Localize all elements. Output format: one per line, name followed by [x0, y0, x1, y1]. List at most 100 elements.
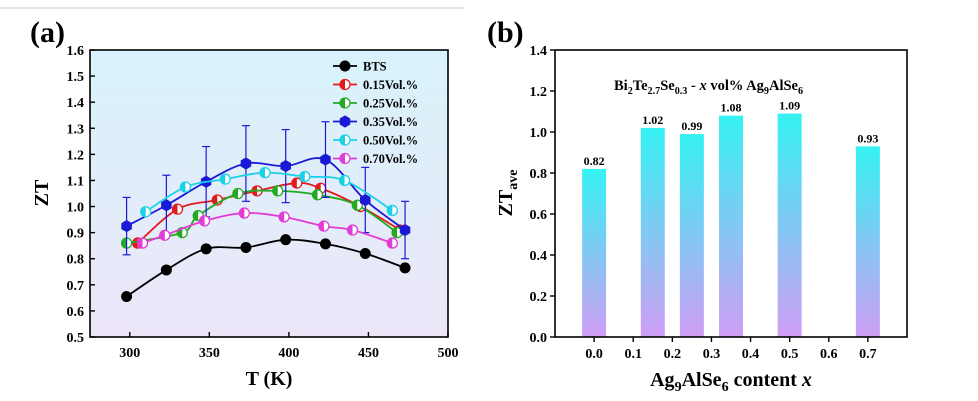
bar	[582, 168, 607, 337]
bar-value-label: 1.02	[642, 113, 663, 127]
chart-a-xtick-label: 350	[199, 346, 220, 361]
chart-a-ytick-label: 0.5	[67, 331, 85, 346]
chart-a-ytick-label: 0.8	[67, 253, 85, 268]
chart-a-ytick-label: 1.4	[67, 96, 85, 111]
chart-b-ytick-label: 1.0	[530, 126, 548, 141]
data-point-0-70vol	[136, 237, 149, 249]
data-point-bts	[280, 234, 292, 246]
chart-b-xtick-label: 0.3	[703, 347, 721, 362]
chart-b-xlabel: Ag9AlSe6 content x	[650, 369, 812, 395]
data-point-0-50vol	[140, 206, 152, 218]
data-point-0-25vol	[232, 187, 244, 200]
chart-a-ytick-label: 0.6	[67, 305, 85, 320]
legend-item-0-35vol: 0.35Vol.%	[333, 115, 418, 129]
chart-b-xtick-label: 0.7	[859, 347, 877, 362]
bar	[679, 134, 704, 337]
panel-label-a: (a)	[30, 16, 65, 49]
chart-a-plot-background	[90, 50, 448, 337]
legend-item-bts: BTS	[333, 60, 387, 74]
bar	[777, 113, 802, 337]
chart-b-xtick-label: 0.2	[664, 347, 682, 362]
panel-label-b: (b)	[487, 16, 524, 49]
data-point-bts	[121, 291, 133, 303]
series-0-35vol	[121, 121, 411, 260]
data-point-0-50vol	[299, 170, 311, 183]
data-point-0-50vol	[386, 204, 398, 217]
legend-item-0-25vol: 0.25Vol.%	[333, 97, 418, 111]
chart-b-ytick-label: 0.0	[530, 331, 548, 346]
data-point-bts	[240, 242, 252, 254]
chart-a-ytick-label: 1.5	[67, 70, 85, 85]
data-point-0-35vol	[360, 193, 371, 207]
chart-b-ytick-label: 0.8	[530, 167, 548, 182]
chart-b-xtick-label: 0.0	[585, 347, 603, 362]
chart-a-xtick-label: 300	[119, 346, 140, 361]
chart-a-xtick-label: 400	[278, 346, 299, 361]
legend-marker-0-35vol	[339, 115, 351, 128]
data-point-0-35vol	[320, 153, 331, 166]
legend-label: 0.50Vol.%	[363, 134, 418, 148]
chart-b-xtick-label: 0.6	[820, 347, 838, 362]
chart-a-ytick-label: 0.9	[67, 227, 85, 242]
data-point-0-50vol	[338, 174, 351, 187]
bar	[719, 115, 743, 337]
legend-marker-bts	[339, 60, 351, 72]
bar-value-label: 0.93	[857, 131, 878, 145]
data-point-0-70vol	[198, 215, 211, 227]
chart-a-ytick-label: 1.0	[67, 201, 85, 216]
data-point-0-35vol	[161, 199, 172, 212]
chart-a-ylabel: ZT	[31, 179, 53, 206]
data-point-0-15vol	[171, 203, 184, 215]
chart-b-xtick-label: 0.1	[624, 347, 642, 362]
chart-b-ytick-label: 1.4	[530, 44, 548, 59]
bar-value-label: 0.99	[681, 119, 702, 133]
bar-value-label: 1.08	[721, 101, 742, 115]
chart-b: 0.82 1.02 0.99 1.08 1.09 0.93 0.0 0.1 0.2 0.3 0.4…	[495, 44, 908, 395]
data-point-0-70vol	[278, 211, 290, 223]
legend-marker-0-25vol	[339, 97, 351, 109]
chart-a-ytick-label: 1.1	[67, 174, 85, 189]
chart-a-xtick-label: 450	[358, 346, 379, 361]
chart-b-ytick-label: 0.2	[530, 290, 548, 305]
legend-item-0-15vol: 0.15Vol.%	[333, 78, 418, 92]
data-point-0-25vol	[351, 199, 363, 211]
chart-b-xtick-label: 0.5	[781, 347, 799, 362]
data-point-0-70vol	[318, 220, 330, 232]
data-point-0-35vol	[280, 160, 291, 173]
data-point-bts	[319, 238, 331, 250]
chart-a-ytick-label: 1.3	[67, 122, 85, 137]
data-point-0-70vol	[159, 229, 171, 241]
chart-a-legend: BTS 0.15Vol.% 0.25Vol.% 0.35Vol.% 0.50Vol.% 0…	[333, 60, 418, 166]
legend-marker-0-15vol	[339, 78, 351, 91]
legend-label: 0.35Vol.%	[363, 115, 418, 129]
chart-a-xlabel: T (K)	[246, 368, 293, 390]
legend-label: BTS	[363, 60, 387, 74]
legend-marker-0-70vol	[339, 152, 351, 165]
chart-b-annotation: Bi2Te2.7Se0.3 - x vol% Ag9AlSe6	[614, 78, 803, 97]
data-point-0-35vol	[121, 220, 132, 233]
chart-b-ytick-label: 0.6	[530, 208, 548, 223]
series-bts	[121, 234, 411, 303]
data-point-0-25vol	[311, 189, 324, 201]
chart-b-frame	[554, 49, 908, 338]
data-point-bts	[160, 264, 172, 276]
legend-item-0-70vol: 0.70Vol.%	[333, 152, 418, 166]
bar	[855, 146, 880, 337]
legend-label: 0.70Vol.%	[363, 152, 418, 166]
data-point-0-35vol	[399, 223, 411, 237]
data-point-0-15vol	[291, 177, 303, 189]
chart-b-ytick-label: 0.4	[530, 249, 548, 264]
legend-label: 0.25Vol.%	[363, 97, 418, 111]
chart-a: 300 350 400 450 500 0.5 0.6 0.7 0.8 0.9 1.0 1.1 1.2 1…	[31, 44, 459, 390]
data-point-0-35vol	[240, 157, 252, 170]
data-point-0-50vol	[179, 181, 192, 193]
data-point-0-25vol	[272, 185, 284, 197]
chart-a-ytick-label: 0.7	[67, 279, 85, 294]
bar-value-label: 0.82	[584, 154, 605, 168]
chart-a-xtick-label: 500	[438, 346, 459, 361]
series-0-50vol	[140, 166, 398, 218]
series-0-70vol	[136, 207, 398, 249]
data-point-bts	[200, 243, 212, 255]
bar-value-label: 1.09	[779, 99, 800, 113]
